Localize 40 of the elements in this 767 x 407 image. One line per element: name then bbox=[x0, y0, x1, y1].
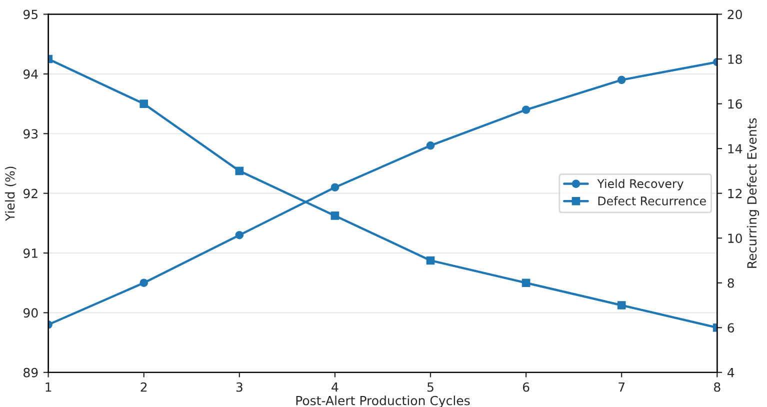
y2-axis-title: Recurring Defect Events bbox=[746, 118, 760, 268]
point bbox=[522, 278, 530, 288]
point bbox=[235, 230, 244, 240]
y-tick-label: 91 bbox=[23, 248, 38, 258]
y2-tick-label: 6 bbox=[728, 323, 734, 333]
y-tick-label: 94 bbox=[23, 69, 38, 79]
x-tick-label: 8 bbox=[714, 382, 720, 392]
x-tick-label: 1 bbox=[46, 382, 52, 392]
y-tick-label: 93 bbox=[23, 129, 38, 139]
y-tick-label: 95 bbox=[23, 10, 38, 20]
point bbox=[522, 106, 530, 114]
y2-tick-label: 10 bbox=[728, 234, 742, 244]
y2-tick-label: 16 bbox=[728, 99, 742, 109]
point bbox=[617, 301, 626, 310]
x-tick-label: 2 bbox=[140, 382, 147, 392]
y2-tick-label: 14 bbox=[728, 144, 742, 154]
y2-tick-label: 12 bbox=[728, 188, 742, 198]
y-tick-label: 89 bbox=[24, 368, 38, 378]
y2-tick-label: 8 bbox=[728, 278, 734, 288]
point bbox=[426, 141, 435, 150]
point bbox=[330, 212, 340, 220]
x-tick-label: 7 bbox=[618, 382, 625, 392]
y2-tick-label: 20 bbox=[728, 10, 742, 20]
point bbox=[235, 166, 244, 176]
x-tick-label: 6 bbox=[522, 382, 530, 392]
x-tick-label: 3 bbox=[236, 382, 242, 392]
point bbox=[426, 256, 435, 265]
point bbox=[140, 100, 148, 108]
x-tick-label: 4 bbox=[332, 382, 338, 392]
legend-label: Yield Recovery bbox=[597, 178, 684, 190]
y-tick-label: 92 bbox=[23, 188, 38, 198]
y2-tick-label: 18 bbox=[728, 54, 742, 64]
y-axis-title: Yield (%) bbox=[5, 166, 16, 222]
x-tick-label: 5 bbox=[427, 382, 434, 392]
y2-tick-label: 4 bbox=[727, 368, 734, 378]
y-tick-label: 90 bbox=[23, 308, 38, 318]
point bbox=[330, 183, 340, 192]
point bbox=[617, 76, 626, 84]
point bbox=[140, 278, 148, 288]
legend-label: Defect Recurrence bbox=[598, 196, 706, 206]
